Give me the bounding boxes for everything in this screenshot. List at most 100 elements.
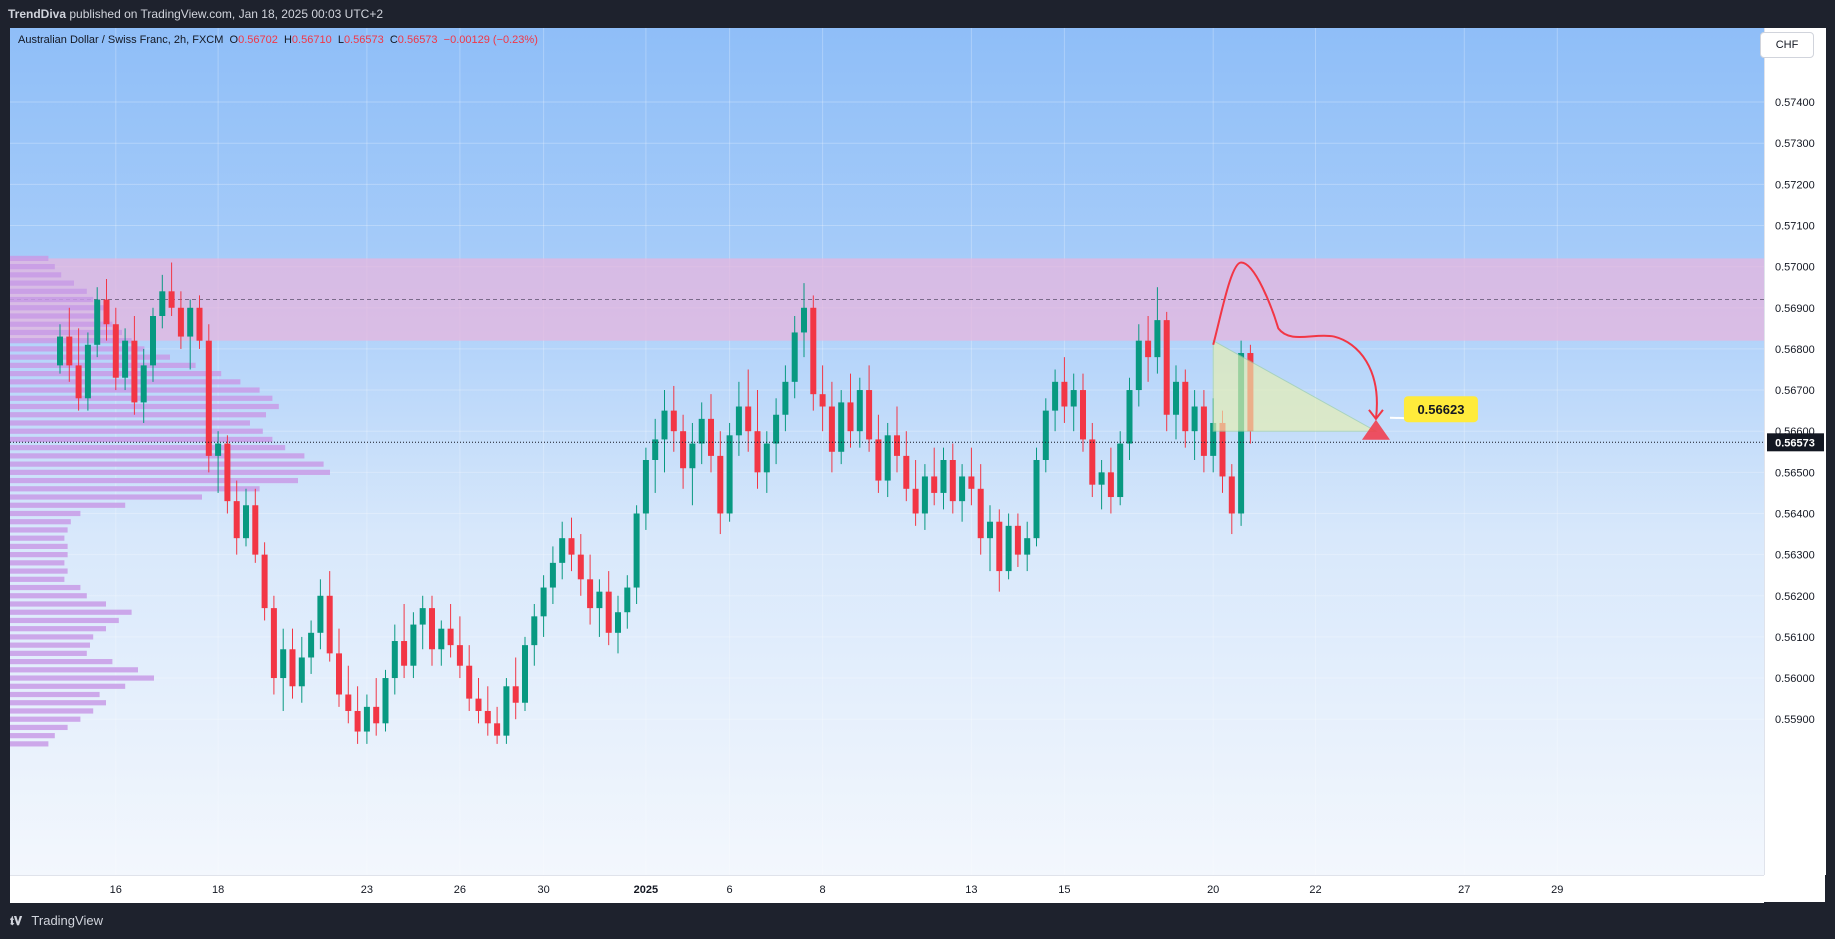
candle-bullish [410, 624, 417, 666]
price-tick-label: 0.57000 [1775, 262, 1815, 274]
candle-bullish [615, 612, 621, 633]
candle-bullish [1173, 381, 1179, 415]
volume-profile-bar [10, 642, 90, 648]
volume-profile-bar [10, 403, 279, 410]
candle-bearish [847, 402, 854, 432]
candle-bearish [1219, 422, 1226, 477]
price-tick-label: 0.56400 [1775, 508, 1815, 520]
candle-bullish [689, 443, 696, 469]
volume-profile-bar [10, 477, 298, 484]
candle-bearish [1182, 381, 1189, 432]
open-label: O [229, 34, 239, 46]
symbol-label[interactable]: Australian Dollar / Swiss Franc, 2h, FXC… [18, 34, 224, 46]
volume-profile-bar [10, 593, 87, 599]
candle-bearish [1145, 340, 1152, 358]
candle-bearish [931, 476, 938, 493]
candle-bullish [633, 513, 640, 588]
brand-name[interactable]: TradingView [31, 913, 103, 928]
price-tick-label: 0.56100 [1775, 632, 1815, 644]
volume-profile-bar [10, 519, 71, 525]
candle-bullish [1098, 472, 1105, 485]
candle-bullish [419, 608, 426, 625]
high-label: H [283, 34, 292, 46]
candle-bullish [763, 443, 770, 473]
candle-bearish [131, 340, 138, 403]
publish-info: published on TradingView.com, Jan 18, 20… [69, 7, 384, 21]
time-tick-label: 13 [965, 884, 977, 896]
currency-button[interactable]: CHF [1760, 32, 1814, 58]
candle-bullish [921, 476, 928, 514]
candle-bearish [754, 431, 761, 473]
candle-bullish [801, 307, 807, 333]
time-tick-label: 29 [1551, 884, 1563, 896]
candle-bearish [196, 307, 203, 341]
candle-bullish [940, 460, 947, 493]
volume-profile-bar [10, 305, 106, 311]
volume-profile-bar [10, 552, 68, 558]
candle-bullish [84, 344, 91, 399]
candle-bearish [75, 365, 82, 399]
candle-bullish [1117, 443, 1124, 498]
volume-profile-bar [10, 461, 324, 467]
candle-bullish [1005, 525, 1012, 572]
candle-bearish [447, 628, 454, 646]
candle-bearish [968, 476, 975, 489]
volume-profile-bar [10, 609, 132, 615]
plot-area[interactable]: 0.56623 Australian Dollar / Swiss Franc,… [10, 28, 1764, 875]
volume-profile-bar [10, 502, 126, 508]
time-tick-label: 18 [212, 884, 224, 896]
candle-bearish [373, 706, 380, 724]
candle-bullish [215, 443, 222, 456]
candle-bearish [1107, 472, 1114, 498]
candle-bullish [391, 641, 398, 679]
volume-profile-bar [10, 683, 126, 689]
volume-profile-bar [10, 255, 49, 261]
candle-bullish [884, 435, 891, 481]
footer: 𝖙𝗩 TradingView [0, 903, 1835, 939]
candle-bearish [270, 608, 277, 679]
candle-bullish [122, 340, 129, 378]
price-axis[interactable]: CHF 0.57400 0.57300 0.57200 0.57100 0.57000 0… [1760, 28, 1826, 875]
candle-bullish [140, 365, 147, 403]
volume-profile-bar [10, 420, 250, 426]
price-tick-label: 0.57400 [1775, 97, 1815, 109]
chart-frame: 0.56623 Australian Dollar / Swiss Franc,… [10, 28, 1826, 903]
candle-bullish [652, 439, 659, 460]
candle-bearish [866, 390, 873, 440]
candle-bearish [670, 410, 677, 432]
candle-bullish [1135, 340, 1142, 391]
volume-profile-bar [10, 716, 81, 722]
time-axis[interactable]: 16 18 23 26 30 2025 6 8 13 15 20 22 27 29 [10, 875, 1764, 903]
volume-profile-bar [10, 362, 196, 368]
candle-bullish [1191, 406, 1198, 432]
candle-bullish [642, 460, 649, 514]
author-name[interactable]: TrendDiva [8, 7, 67, 21]
low-value: 0.56573 [343, 34, 384, 46]
candle-bullish [596, 591, 603, 609]
volume-profile-bar [10, 329, 122, 336]
candle-bullish [1210, 422, 1217, 456]
candle-bullish [1126, 390, 1133, 444]
candle-bullish [735, 406, 742, 436]
candle-bearish [977, 488, 984, 539]
time-tick-label: 2025 [634, 884, 658, 896]
price-tick-label: 0.56300 [1775, 550, 1815, 562]
volume-profile-bar [10, 708, 94, 714]
publish-header: TrendDiva published on TradingView.com, … [0, 0, 1835, 28]
volume-profile-bar [10, 741, 49, 747]
candle-bearish [1080, 390, 1086, 440]
target-label-box [1403, 396, 1478, 423]
candle-bearish [1228, 476, 1235, 514]
candle-bullish [94, 299, 101, 345]
candle-bullish [382, 678, 389, 724]
price-tick-label: 0.56200 [1775, 591, 1815, 603]
candle-bearish [345, 694, 352, 711]
tradingview-logo-icon[interactable]: 𝖙𝗩 [10, 913, 23, 928]
candle-bearish [605, 591, 612, 633]
volume-profile-bar [10, 617, 119, 624]
candle-bullish [159, 291, 166, 316]
volume-profile-bar [10, 346, 145, 352]
candle-bearish [949, 460, 956, 502]
volume-profile-bar [10, 486, 260, 492]
price-axis-svg: 0.57400 0.57300 0.57200 0.57100 0.57000 0.569… [1767, 97, 1824, 726]
